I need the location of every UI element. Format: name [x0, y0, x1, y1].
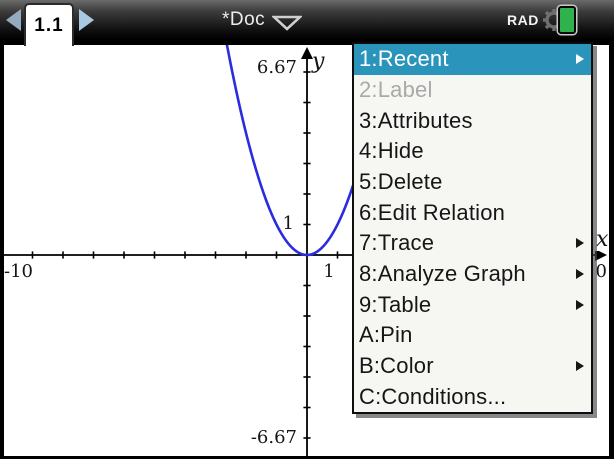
menu-item-delete[interactable]: 5:Delete	[354, 167, 591, 198]
submenu-arrow-icon	[576, 361, 584, 372]
submenu-arrow-icon	[576, 238, 584, 249]
menu-item-recent[interactable]: 1:Recent	[354, 44, 591, 75]
menu-item-conditions[interactable]: C:Conditions...	[354, 381, 591, 412]
menu-item-color[interactable]: B:Color	[354, 351, 591, 382]
y-unit-label: 1	[282, 213, 294, 234]
menu-item-hide[interactable]: 4:Hide	[354, 136, 591, 167]
y-max-label: 6.67	[256, 57, 297, 78]
y-min-label: -6.67	[250, 427, 297, 448]
system-status-icons	[541, 5, 583, 35]
next-page-icon[interactable]	[79, 9, 94, 31]
menu-item-label: 9:Table	[359, 291, 432, 317]
menu-item-trace[interactable]: 7:Trace	[354, 228, 591, 259]
chevron-down-icon	[272, 15, 303, 31]
menu-item-label: 6:Edit Relation	[359, 199, 506, 225]
submenu-arrow-icon	[576, 269, 584, 280]
menu-item-label: 1:Recent	[359, 46, 449, 72]
menu-item-label: C:Conditions...	[359, 383, 507, 409]
top-status-bar: *Doc RAD	[0, 0, 614, 40]
menu-item-analyze-graph[interactable]: 8:Analyze Graph	[354, 259, 591, 290]
menu-item-pin[interactable]: A:Pin	[354, 320, 591, 351]
menu-item-label: A:Pin	[359, 322, 413, 348]
menu-item-label: 4:Hide	[359, 138, 424, 164]
x-unit-label: 1	[323, 261, 335, 282]
x-min-label: -10	[4, 261, 33, 282]
menu-item-label: 3:Attributes	[359, 107, 473, 133]
menu-item-label: 8:Analyze Graph	[359, 261, 526, 287]
battery-icon	[558, 6, 576, 34]
menu-item-edit-relation[interactable]: 6:Edit Relation	[354, 197, 591, 228]
page-tab-label: 1.1	[34, 14, 64, 36]
menu-item-label: B:Color	[359, 353, 434, 379]
document-menu[interactable]: *Doc	[222, 9, 303, 31]
previous-page-icon[interactable]	[6, 9, 21, 31]
angle-mode-indicator: RAD	[507, 12, 539, 28]
document-title: *Doc	[222, 9, 266, 30]
menu-item-attributes[interactable]: 3:Attributes	[354, 105, 591, 136]
context-menu: 1:Recent 2:Label 3:Attributes 4:Hide 5:D…	[352, 42, 593, 414]
x-axis-name-label: x	[595, 227, 610, 252]
menu-item-label: 7:Trace	[359, 230, 435, 256]
submenu-arrow-icon	[576, 54, 584, 65]
page-tab[interactable]: 1.1	[24, 3, 74, 46]
submenu-arrow-icon	[576, 299, 584, 310]
menu-item-label: 5:Delete	[359, 169, 443, 195]
menu-item-label-cmd[interactable]: 2:Label	[354, 75, 591, 106]
y-axis-name-label: y	[312, 49, 325, 74]
menu-item-label: 2:Label	[359, 77, 433, 102]
menu-item-table[interactable]: 9:Table	[354, 289, 591, 320]
